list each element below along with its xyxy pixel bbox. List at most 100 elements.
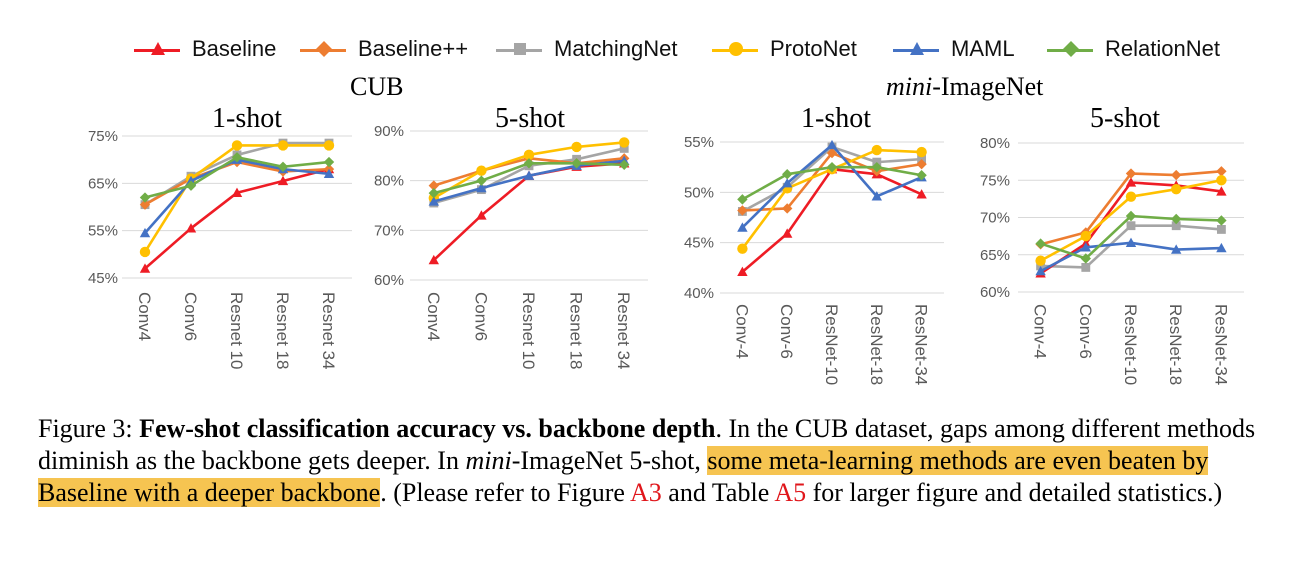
table-ref-link[interactable]: A5 — [774, 478, 807, 507]
data-point — [737, 194, 748, 205]
data-point — [476, 210, 487, 220]
data-point — [1036, 261, 1046, 271]
y-tick-label: 50% — [684, 184, 714, 201]
data-point — [277, 140, 289, 151]
data-point — [1171, 169, 1182, 181]
data-point — [323, 156, 335, 168]
data-point — [1035, 255, 1046, 266]
data-point — [323, 168, 335, 179]
legend-label: Baseline — [192, 36, 277, 61]
chart-title-cub-5shot: 5-shot — [495, 103, 565, 134]
data-point — [782, 178, 793, 188]
data-point — [231, 140, 243, 151]
series-line — [144, 167, 330, 270]
data-point — [231, 187, 243, 197]
legend-label: ProtoNet — [770, 36, 857, 61]
y-tick-label: 75% — [88, 128, 118, 145]
caption-italic: mini — [465, 446, 512, 475]
data-point — [139, 227, 151, 238]
data-point — [231, 152, 243, 163]
data-point — [139, 246, 151, 258]
data-point — [139, 199, 151, 210]
x-tick-label: Conv-4 — [732, 304, 751, 359]
x-tick-label: Resnet 18 — [273, 292, 292, 370]
data-point — [476, 175, 487, 186]
legend-label: RelationNet — [1105, 36, 1220, 61]
data-point — [1125, 191, 1137, 202]
data-point — [826, 147, 838, 159]
data-point — [185, 180, 197, 191]
data-point — [139, 263, 151, 273]
legend-label: MatchingNet — [554, 36, 678, 61]
y-tick-label: 45% — [684, 235, 714, 252]
caption-text: . (Please refer to Figure — [380, 478, 631, 507]
data-point — [1171, 221, 1181, 231]
data-point — [916, 189, 927, 199]
data-point — [1216, 242, 1227, 253]
data-point — [737, 222, 748, 232]
caption-text: and Table — [661, 478, 775, 507]
figure-ref-link[interactable]: A3 — [630, 478, 662, 507]
legend-label: MAML — [951, 36, 1015, 61]
data-point — [1080, 230, 1092, 242]
data-point — [428, 196, 439, 206]
y-tick-label: 70% — [980, 210, 1010, 227]
x-tick-label: Resnet 34 — [614, 292, 633, 370]
chart-title-mini-1shot: 1-shot — [801, 103, 871, 134]
data-point — [523, 149, 535, 161]
triangle-marker-icon — [151, 42, 165, 55]
x-tick-label: Conv4 — [424, 292, 443, 341]
x-tick-label: ResNet-18 — [1166, 304, 1185, 385]
caption-prefix: Figure 3: — [38, 414, 140, 443]
data-point — [619, 143, 629, 153]
circle-marker-icon — [729, 42, 743, 56]
y-tick-label: 80% — [374, 173, 404, 190]
x-tick-label: ResNet-18 — [867, 304, 886, 385]
caption-text: for larger figure and detailed statistic… — [806, 478, 1223, 507]
data-point — [826, 161, 838, 173]
x-tick-label: Conv6 — [181, 292, 200, 341]
caption-text: . In the CUB dataset, gaps among differe… — [38, 414, 1256, 475]
y-tick-label: 80% — [980, 135, 1010, 152]
data-point — [1216, 215, 1227, 226]
data-point — [1125, 237, 1137, 247]
diamond-marker-icon — [1063, 41, 1079, 57]
data-point — [782, 203, 793, 214]
group-title-cub: CUB — [350, 72, 404, 101]
data-point — [523, 170, 535, 180]
data-point — [571, 141, 582, 153]
data-point — [1171, 183, 1182, 195]
data-point — [916, 170, 927, 181]
data-point — [428, 254, 439, 265]
x-tick-label: Conv-6 — [777, 304, 796, 359]
data-point — [1125, 210, 1137, 222]
caption-text: -ImageNet 5-shot, — [511, 446, 708, 475]
diamond-marker-icon — [316, 41, 332, 57]
chart-legend: Baseline Baseline++ MatchingNet ProtoNet… — [0, 32, 1316, 68]
group-title-rest: -ImageNet — [932, 72, 1044, 101]
data-point — [916, 158, 927, 170]
data-point — [1035, 265, 1046, 276]
data-point — [1216, 166, 1227, 177]
data-point — [782, 169, 793, 180]
data-point — [826, 139, 838, 150]
x-tick-label: Conv-4 — [1031, 304, 1050, 359]
y-tick-label: 75% — [980, 172, 1010, 189]
chart-title-cub-1shot: 1-shot — [212, 103, 282, 134]
figure-caption: Figure 3: Few-shot classification accura… — [38, 413, 1288, 509]
y-tick-label: 70% — [374, 222, 404, 239]
chart-title-mini-5shot: 5-shot — [1090, 103, 1160, 134]
y-tick-label: 65% — [88, 175, 118, 192]
x-tick-label: Resnet 18 — [567, 292, 586, 370]
data-point — [571, 158, 582, 169]
data-point — [1081, 262, 1091, 272]
data-point — [871, 144, 882, 156]
y-tick-label: 65% — [980, 247, 1010, 264]
data-point — [782, 228, 793, 238]
data-point — [323, 140, 335, 151]
caption-bold: Few-shot classification accuracy vs. bac… — [139, 414, 716, 443]
data-point — [1216, 175, 1227, 186]
data-point — [1171, 244, 1182, 254]
data-point — [916, 146, 927, 158]
data-point — [1080, 242, 1091, 252]
